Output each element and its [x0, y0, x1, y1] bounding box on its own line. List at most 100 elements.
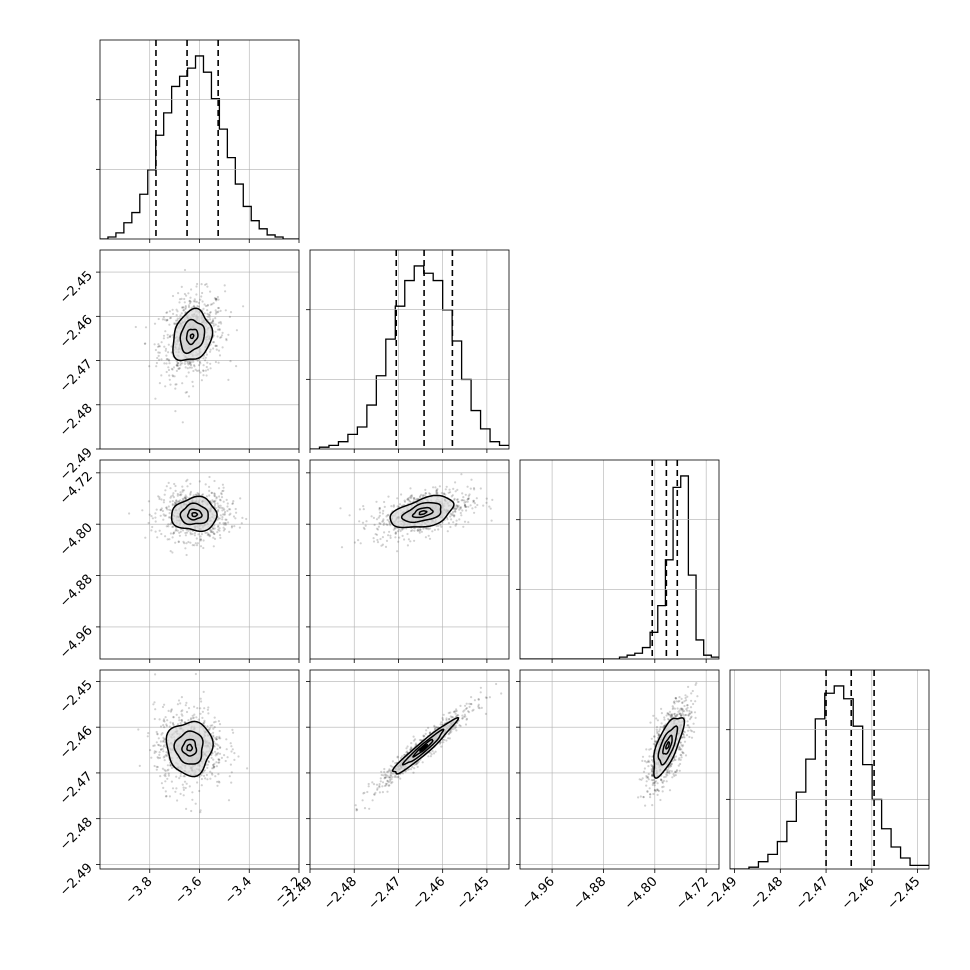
sample-point — [674, 758, 677, 761]
y-tick-label: −2.45 — [57, 268, 96, 307]
sample-point — [157, 495, 160, 498]
sample-point — [429, 527, 432, 530]
sample-point — [209, 350, 212, 353]
sample-point — [666, 768, 669, 772]
sample-point — [234, 517, 237, 520]
sample-point — [414, 743, 417, 746]
sample-point — [448, 717, 451, 721]
sample-point — [205, 374, 208, 377]
sample-point — [386, 514, 389, 517]
sample-point — [177, 500, 180, 503]
sample-point — [207, 706, 210, 709]
sample-point — [372, 783, 376, 786]
sample-point — [211, 303, 214, 306]
sample-point — [648, 748, 651, 751]
sample-point — [470, 703, 473, 706]
sample-point — [185, 807, 188, 810]
sample-point — [181, 490, 184, 493]
sample-point — [465, 505, 468, 508]
sample-point — [210, 529, 213, 532]
density-contour — [191, 511, 199, 518]
sample-point — [467, 497, 470, 500]
sample-point — [394, 532, 397, 535]
sample-point — [206, 778, 209, 781]
sample-point — [670, 763, 673, 766]
y-tick-label: −4.80 — [57, 520, 96, 559]
sample-point — [660, 778, 663, 782]
sample-point — [377, 516, 380, 519]
sample-point — [188, 359, 191, 362]
sample-point — [167, 523, 170, 526]
sample-point — [450, 716, 453, 719]
sample-point — [378, 791, 381, 794]
sample-point — [408, 499, 411, 503]
sample-point — [182, 498, 185, 501]
density-contour — [186, 508, 203, 521]
sample-point — [233, 752, 236, 755]
sample-point — [687, 724, 690, 727]
sample-point — [670, 713, 673, 717]
sample-point — [374, 533, 377, 536]
sample-point — [155, 365, 158, 368]
sample-point — [230, 526, 233, 529]
sample-point — [168, 378, 171, 381]
sample-point — [423, 494, 426, 497]
x-tick-label: −4.80 — [622, 874, 661, 913]
sample-point — [454, 724, 457, 727]
sample-point — [384, 782, 387, 785]
sample-point — [459, 506, 463, 509]
sample-point — [680, 754, 683, 757]
sample-point — [209, 311, 212, 314]
sample-point — [406, 544, 409, 547]
panel-frame — [519, 669, 720, 870]
sample-point — [218, 328, 221, 332]
sample-point — [463, 713, 466, 716]
sample-point — [383, 784, 387, 787]
sample-point — [176, 364, 180, 367]
sample-point — [390, 505, 393, 508]
sample-point — [172, 375, 175, 378]
sample-point — [461, 717, 464, 720]
sample-point — [409, 494, 412, 497]
sample-point — [412, 497, 415, 500]
sample-point — [197, 305, 200, 308]
sample-point — [385, 515, 388, 518]
sample-point — [241, 516, 244, 519]
sample-point — [213, 502, 217, 505]
sample-point — [410, 742, 413, 745]
sample-point — [155, 361, 158, 365]
sample-point — [378, 522, 381, 525]
sample-point — [372, 516, 375, 519]
sample-point — [159, 775, 162, 778]
sample-point — [653, 778, 656, 781]
sample-point — [391, 776, 394, 779]
sample-point — [158, 358, 161, 361]
sample-point — [231, 502, 234, 505]
sample-point — [428, 731, 431, 735]
sample-point — [472, 708, 475, 711]
sample-point — [182, 306, 185, 309]
sample-point — [376, 787, 379, 790]
sample-point — [182, 775, 185, 778]
sample-point — [169, 317, 172, 320]
sample-point — [645, 774, 648, 778]
sample-point — [387, 495, 390, 498]
sample-point — [168, 508, 171, 511]
sample-point — [224, 518, 227, 521]
sample-point — [690, 710, 693, 713]
sample-point — [178, 531, 181, 534]
sample-point — [688, 718, 692, 721]
sample-point — [180, 696, 183, 699]
sample-point — [153, 701, 156, 704]
density-contour — [400, 501, 442, 524]
sample-point — [199, 535, 202, 538]
sample-point — [416, 761, 419, 764]
sample-point — [165, 358, 168, 361]
sample-point — [188, 361, 191, 364]
sample-point — [215, 496, 218, 499]
sample-point — [144, 326, 148, 329]
sample-point — [169, 383, 172, 386]
sample-point — [214, 499, 217, 502]
sample-point — [484, 712, 487, 715]
sample-point — [175, 363, 178, 367]
